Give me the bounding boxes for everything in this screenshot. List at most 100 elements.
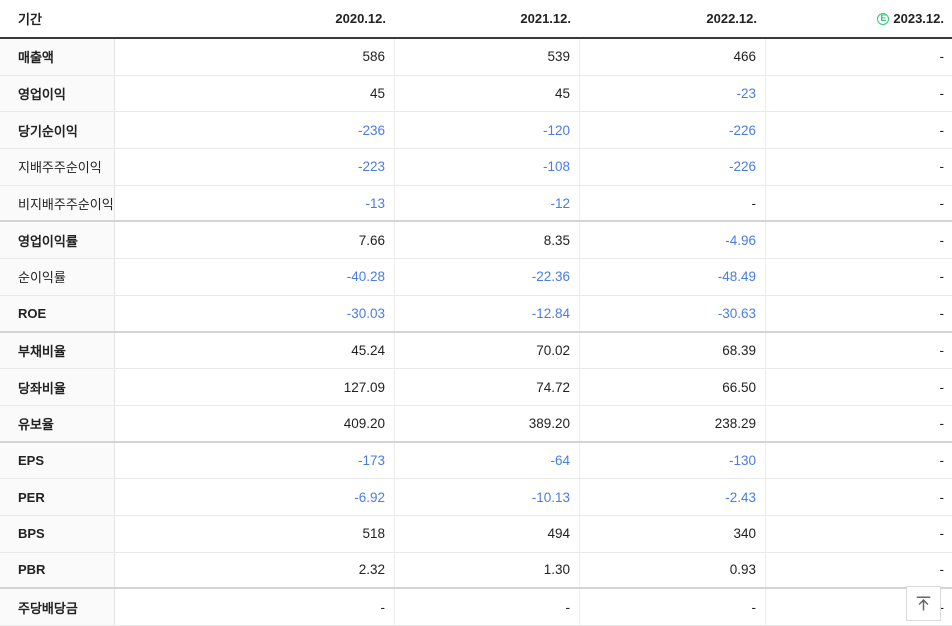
table-cell: 8.35 [395,222,580,259]
table-cell: 66.50 [580,369,766,405]
table-cell: -23 [580,75,766,112]
table-cell: -30.63 [580,295,766,331]
table-cell: -64 [395,442,580,479]
table-cell: - [939,526,945,542]
table-cell: - [939,86,945,102]
row-label: 당좌비율 [0,369,115,405]
table-cell: 7.66 [115,222,395,259]
table-cell: 409.20 [115,405,395,441]
arrow-up-to-top-icon [916,596,931,611]
table-row: 당좌비율 127.09 74.72 66.50 - [0,369,952,406]
table-cell: -12 [395,185,580,221]
table-cell: - [939,122,945,138]
table-cell: 2.32 [115,552,395,588]
table-cell: - [939,599,945,615]
table-cell: 340 [580,515,766,552]
table-row: BPS 518 494 340 - [0,515,952,553]
row-label: 주당배당금 [0,589,115,625]
table-cell: -40.28 [115,259,395,295]
table-row: ROE -30.03 -12.84 -30.63 - [0,295,952,333]
table-body: 매출액 586 539 466 - 영업이익 45 45 -23 - 당기순이익… [0,39,952,626]
table-cell: -226 [580,112,766,149]
row-label: 영업이익 [0,75,115,112]
table-row: 지배주주순이익 -223 -108 -226 - [0,149,952,186]
column-header-2023-label: 2023.12. [893,11,944,26]
table-cell: 238.29 [580,405,766,441]
table-cell: -120 [395,112,580,149]
table-cell: - [939,49,945,65]
table-cell: - [939,342,945,358]
table-cell: - [395,589,580,625]
table-row: EPS -173 -64 -130 - [0,442,952,480]
table-cell: - [939,379,945,395]
row-label: 비지배주주순이익 [0,185,115,221]
table-cell: - [939,159,945,175]
table-cell: - [939,452,945,468]
table-cell: - [580,185,766,221]
scroll-to-top-button[interactable] [906,586,941,621]
table-cell: -12.84 [395,295,580,331]
column-header-2020: 2020.12. [335,11,386,26]
table-cell: - [939,415,945,431]
table-cell: -223 [115,149,395,185]
table-cell: - [939,562,945,578]
table-row: 비지배주주순이익 -13 -12 - - [0,185,952,223]
table-cell: - [939,489,945,505]
table-cell: 45 [395,75,580,112]
row-label: 순이익률 [0,259,115,295]
table-cell: 68.39 [580,332,766,369]
row-label: 유보율 [0,405,115,441]
table-cell: 539 [395,39,580,75]
table-cell: 586 [115,39,395,75]
row-label: PER [0,479,115,515]
column-header-2022: 2022.12. [706,11,757,26]
table-row: 당기순이익 -236 -120 -226 - [0,112,952,150]
table-cell: -236 [115,112,395,149]
row-label: 매출액 [0,39,115,75]
table-row: 영업이익 45 45 -23 - [0,75,952,113]
table-cell: 494 [395,515,580,552]
row-label: EPS [0,442,115,479]
table-cell: 518 [115,515,395,552]
table-cell: 74.72 [395,369,580,405]
table-cell: 466 [580,39,766,75]
table-cell: - [580,589,766,625]
row-label: PBR [0,552,115,588]
table-cell: -108 [395,149,580,185]
column-header-2021: 2021.12. [520,11,571,26]
row-label: 지배주주순이익 [0,149,115,185]
row-label: 당기순이익 [0,112,115,149]
table-cell: - [939,195,945,211]
table-cell: 1.30 [395,552,580,588]
table-cell: -6.92 [115,479,395,515]
table-cell: -2.43 [580,479,766,515]
table-cell: -13 [115,185,395,221]
table-cell: 45.24 [115,332,395,369]
row-label: 영업이익률 [0,222,115,259]
table-row: 순이익률 -40.28 -22.36 -48.49 - [0,259,952,296]
table-cell: -130 [580,442,766,479]
table-row: 부채비율 45.24 70.02 68.39 - [0,332,952,370]
table-cell: -4.96 [580,222,766,259]
table-row: PER -6.92 -10.13 -2.43 - [0,479,952,516]
table-cell: 70.02 [395,332,580,369]
table-cell: -10.13 [395,479,580,515]
table-cell: 127.09 [115,369,395,405]
table-cell: 0.93 [580,552,766,588]
row-label: BPS [0,515,115,552]
table-cell: -22.36 [395,259,580,295]
table-cell: - [115,589,395,625]
table-row: 매출액 586 539 466 - [0,39,952,76]
table-cell: -226 [580,149,766,185]
table-cell: 45 [115,75,395,112]
table-cell: - [939,305,945,321]
table-cell: - [939,269,945,285]
table-row: 주당배당금 - - - - [0,589,952,626]
table-cell: - [939,232,945,248]
table-row: 영업이익률 7.66 8.35 -4.96 - [0,222,952,260]
row-label: 부채비율 [0,332,115,369]
table-row: PBR 2.32 1.30 0.93 - [0,552,952,590]
column-header-2023-estimate: E 2023.12. [766,11,952,26]
period-column-header: 기간 [18,12,42,27]
table-cell: 389.20 [395,405,580,441]
